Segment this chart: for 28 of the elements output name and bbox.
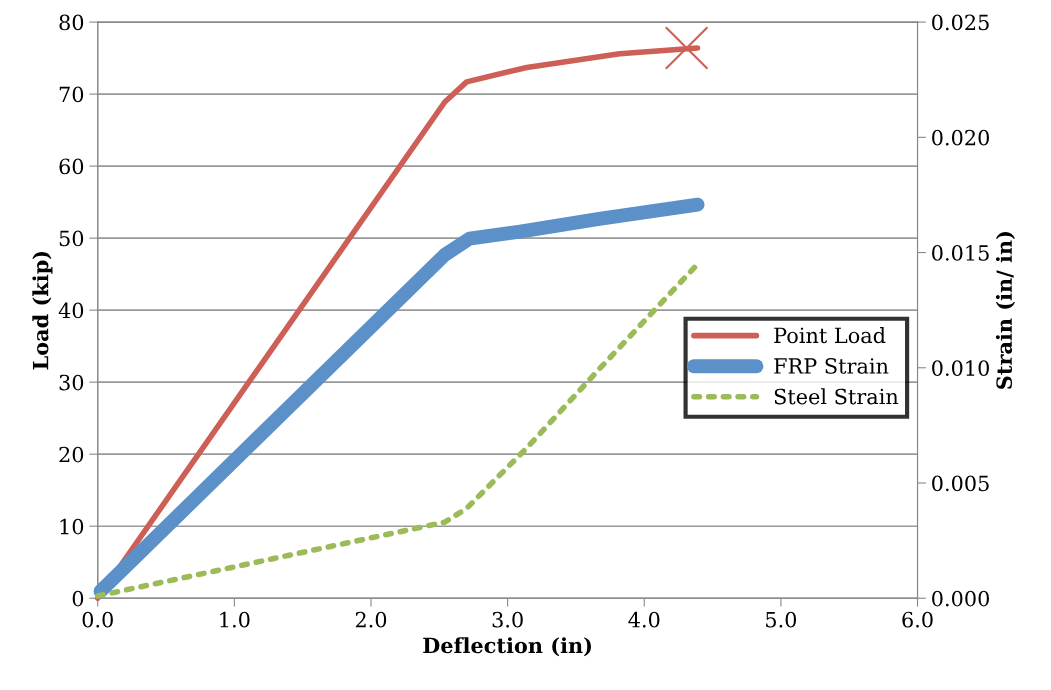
x-tick-label: 2.0 xyxy=(355,611,387,628)
y-tick-label: 0 xyxy=(72,590,84,607)
legend-label: Steel Strain xyxy=(774,388,899,405)
y-tick-label: 40 xyxy=(58,302,84,319)
legend-label: Point Load xyxy=(774,327,886,344)
y-tick-label: 80 xyxy=(59,14,84,31)
y2-tick-label: 0.020 xyxy=(932,129,989,146)
y2-axis-title: Strain (in/ in) xyxy=(995,232,1015,389)
x-tick-label: 5.0 xyxy=(766,611,797,628)
y2-tick-label: 0.015 xyxy=(932,244,989,261)
y-tick-label: 20 xyxy=(59,446,84,463)
y-tick-label: 50 xyxy=(59,230,84,247)
legend-label: FRP Strain xyxy=(774,358,889,374)
y-tick-label: 60 xyxy=(59,158,84,175)
x-tick-label: 4.0 xyxy=(628,611,660,628)
y-axis-title: Load (kip) xyxy=(32,251,53,370)
x-tick-label: 1.0 xyxy=(220,611,250,628)
y2-tick-label: 0.010 xyxy=(932,360,989,376)
y2-tick-label: 0.005 xyxy=(932,475,989,492)
y2-tick-label: 0.000 xyxy=(932,590,989,607)
y-tick-label: 10 xyxy=(60,518,84,535)
x-axis-title: Deflection (in) xyxy=(423,637,592,657)
x-tick-label: 6.0 xyxy=(902,611,933,628)
x-tick-label: 3.0 xyxy=(492,611,523,628)
y-tick-label: 70 xyxy=(59,86,84,103)
y-tick-label: 30 xyxy=(59,374,84,391)
x-tick-label: 0.0 xyxy=(82,611,113,628)
y2-tick-label: 0.025 xyxy=(932,14,989,31)
